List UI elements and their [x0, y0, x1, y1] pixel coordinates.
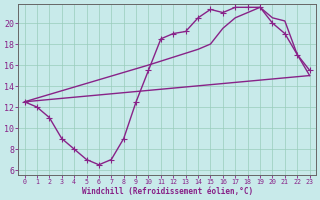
X-axis label: Windchill (Refroidissement éolien,°C): Windchill (Refroidissement éolien,°C) — [82, 187, 253, 196]
